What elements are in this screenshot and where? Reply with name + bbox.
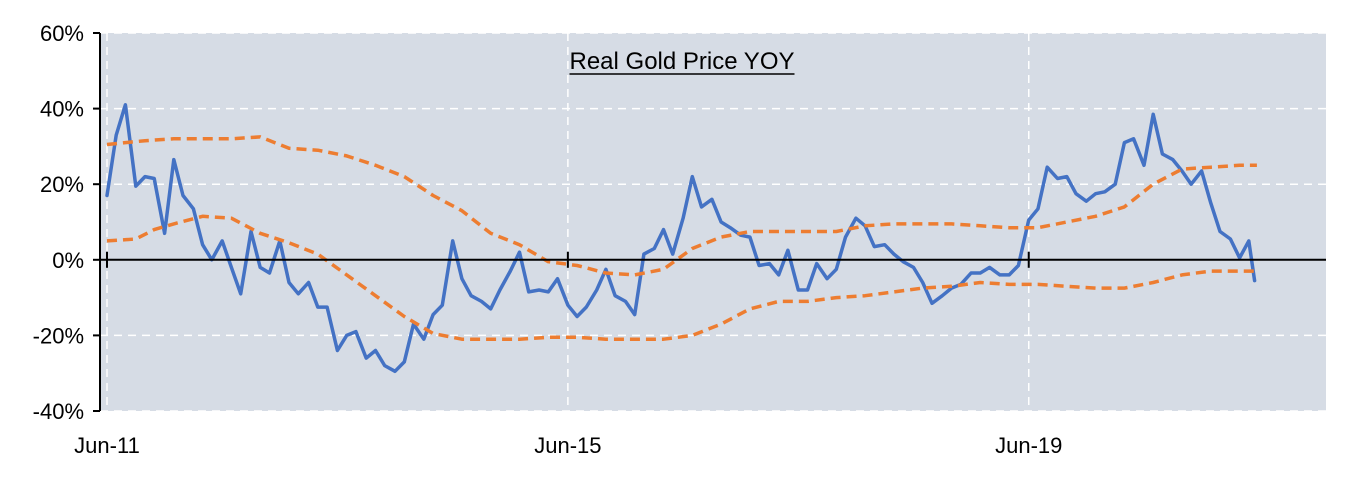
y-tick-label: -40% <box>33 399 84 424</box>
y-tick-label: -20% <box>33 323 84 348</box>
tick-labels: 60% 40% 20% 0% -20% -40% Jun-11 Jun-15 Jun-19 <box>33 21 1063 458</box>
yoy-line <box>105 103 1257 374</box>
axes <box>93 32 1326 412</box>
plot-area <box>100 33 1326 411</box>
band-line-1 <box>106 135 1257 277</box>
y-tick-label: 20% <box>40 172 84 197</box>
x-tick-label: Jun-11 <box>74 433 140 458</box>
chart-title: Real Gold Price YOY <box>569 48 795 75</box>
y-tick-label: 60% <box>40 21 84 46</box>
x-tick-label: Jun-19 <box>995 433 1062 458</box>
series-lines <box>105 103 1257 374</box>
y-tick-label: 0% <box>52 248 84 273</box>
y-tick-label: 40% <box>40 97 84 122</box>
chart-title-text: Real Gold Price YOY <box>570 48 795 75</box>
x-tick-label: Jun-15 <box>534 433 601 458</box>
band-line-2 <box>106 214 1257 341</box>
